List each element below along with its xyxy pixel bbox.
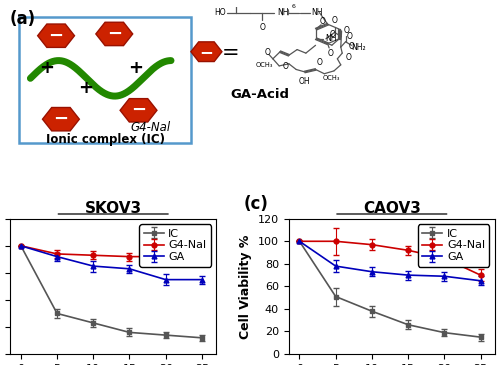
Text: OCH₃: OCH₃	[256, 62, 273, 68]
Text: −: −	[106, 25, 122, 43]
Text: GA-Acid: GA-Acid	[230, 88, 290, 101]
Text: NH: NH	[312, 8, 323, 17]
Text: ): )	[286, 9, 289, 15]
Text: O: O	[330, 30, 335, 39]
Polygon shape	[191, 42, 222, 62]
Text: O: O	[346, 32, 352, 41]
Text: +: +	[39, 59, 54, 77]
Text: NH₂: NH₂	[352, 43, 366, 51]
Text: =: =	[222, 43, 240, 63]
Text: NH: NH	[278, 8, 289, 17]
Text: O: O	[316, 58, 322, 67]
Text: O: O	[320, 16, 326, 26]
Polygon shape	[42, 108, 80, 131]
Text: G4-Nal: G4-Nal	[130, 121, 170, 134]
Polygon shape	[38, 24, 74, 47]
Text: OH: OH	[299, 77, 310, 85]
Text: HO: HO	[214, 8, 226, 17]
Text: (a): (a)	[10, 10, 36, 28]
Text: −: −	[131, 101, 146, 119]
Text: O: O	[265, 48, 271, 57]
Text: O: O	[332, 16, 338, 25]
Text: −: −	[48, 27, 64, 45]
Text: (: (	[280, 9, 283, 15]
Text: OCH₃: OCH₃	[322, 76, 340, 81]
Y-axis label: Cell Viability %: Cell Viability %	[239, 234, 252, 339]
Text: O: O	[348, 42, 354, 51]
Text: O: O	[344, 26, 349, 35]
Text: NH: NH	[325, 34, 336, 43]
Polygon shape	[120, 99, 157, 122]
Text: O: O	[232, 0, 238, 2]
Text: 6: 6	[292, 4, 296, 9]
Text: Ionic complex (IC): Ionic complex (IC)	[46, 133, 164, 146]
Polygon shape	[96, 22, 132, 46]
Text: −: −	[54, 110, 68, 128]
Title: CAOV3: CAOV3	[363, 201, 420, 216]
Text: (c): (c)	[243, 195, 268, 213]
FancyBboxPatch shape	[18, 17, 191, 143]
Text: O: O	[346, 53, 352, 62]
Text: +: +	[128, 59, 144, 77]
Text: O: O	[282, 62, 288, 72]
Text: +: +	[78, 79, 92, 97]
Legend: IC, G4-Nal, GA: IC, G4-Nal, GA	[418, 224, 490, 266]
Text: O: O	[327, 49, 333, 58]
Text: O: O	[260, 23, 265, 32]
Text: −: −	[200, 43, 213, 61]
Legend: IC, G4-Nal, GA: IC, G4-Nal, GA	[140, 224, 211, 266]
Title: SKOV3: SKOV3	[84, 201, 142, 216]
